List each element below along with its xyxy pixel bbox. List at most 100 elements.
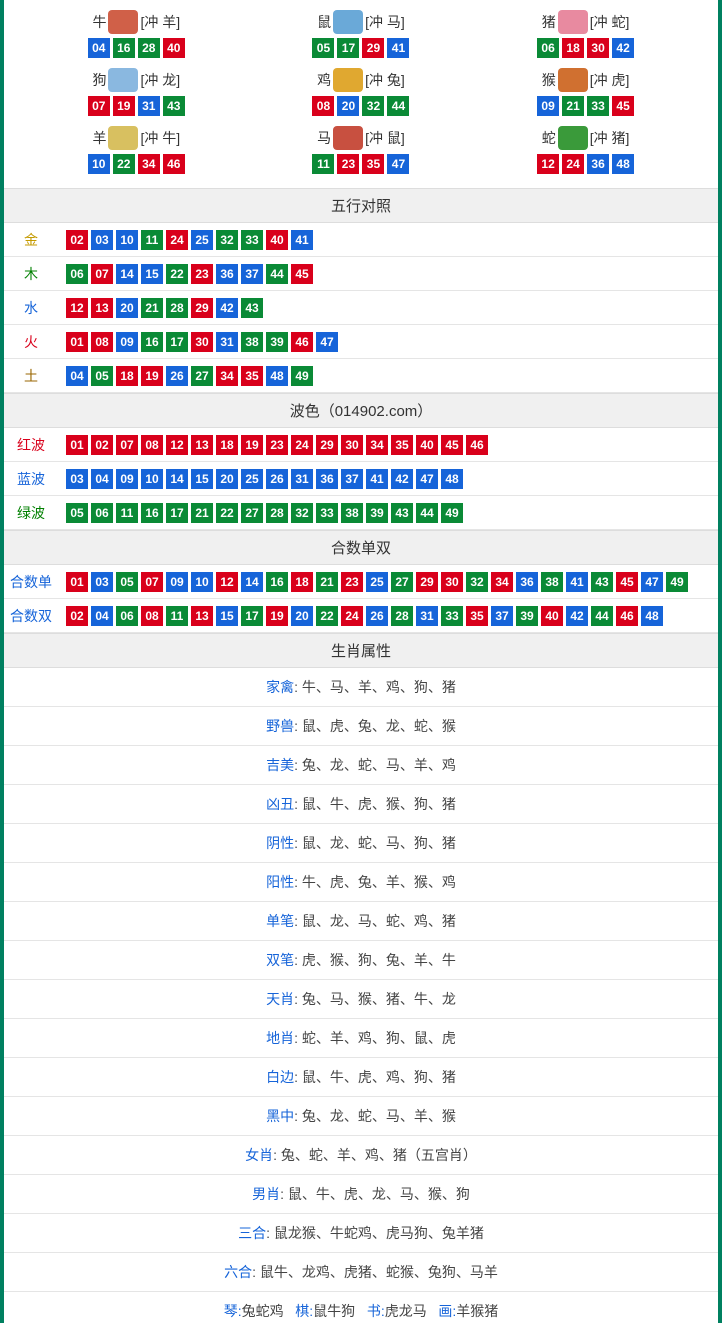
number-badge: 34 — [491, 572, 513, 592]
row-numbers: 0204060811131517192022242628313335373940… — [58, 604, 718, 628]
row-label: 合数单 — [4, 572, 58, 592]
row-label: 木 — [4, 264, 58, 284]
number-badge: 26 — [166, 366, 188, 386]
zodiac-cell: 猪[冲 蛇]06183042 — [473, 4, 698, 62]
attr-value: 鼠、牛、虎、龙、马、猴、狗 — [288, 1186, 470, 1202]
attribute-row: 单笔: 鼠、龙、马、蛇、鸡、猪 — [4, 902, 718, 941]
number-badge: 28 — [166, 298, 188, 318]
attr-label: 双笔 — [266, 952, 294, 968]
zodiac-cell: 蛇[冲 猪]12243648 — [473, 120, 698, 178]
attr-separator: : — [252, 1264, 260, 1280]
number-badge: 22 — [216, 503, 238, 523]
number-badge: 32 — [291, 503, 313, 523]
zodiac-numbers: 10223446 — [24, 154, 249, 174]
number-badge: 17 — [166, 503, 188, 523]
attr-value: 虎、猴、狗、兔、羊、牛 — [302, 952, 456, 968]
zodiac-chong: [冲 蛇] — [590, 12, 630, 32]
zodiac-numbers: 11233547 — [249, 154, 474, 174]
number-badge: 24 — [166, 230, 188, 250]
attr-value: 鼠、牛、虎、鸡、狗、猪 — [302, 1069, 456, 1085]
number-badge: 37 — [491, 606, 513, 626]
attribute-row: 黑中: 兔、龙、蛇、马、羊、猴 — [4, 1097, 718, 1136]
number-badge: 41 — [566, 572, 588, 592]
number-badge: 35 — [362, 154, 384, 174]
row-numbers: 05061116172122272832333839434449 — [58, 501, 718, 525]
number-badge: 29 — [191, 298, 213, 318]
number-badge: 32 — [216, 230, 238, 250]
attr-separator: : — [294, 991, 302, 1007]
row-label: 红波 — [4, 435, 58, 455]
data-row: 合数双0204060811131517192022242628313335373… — [4, 599, 718, 633]
zodiac-chong: [冲 牛] — [140, 128, 180, 148]
zodiac-icon — [333, 126, 363, 150]
attr-separator: : — [294, 718, 302, 734]
number-badge: 17 — [166, 332, 188, 352]
number-badge: 35 — [466, 606, 488, 626]
zodiac-name: 马 — [317, 128, 331, 148]
attr-label: 阴性 — [266, 835, 294, 851]
attribute-row: 男肖: 鼠、牛、虎、龙、马、猴、狗 — [4, 1175, 718, 1214]
data-row: 合数单0103050709101214161821232527293032343… — [4, 565, 718, 599]
zodiac-icon — [333, 68, 363, 92]
number-badge: 22 — [113, 154, 135, 174]
attr-label: 女肖 — [245, 1147, 273, 1163]
number-badge: 05 — [91, 366, 113, 386]
number-badge: 09 — [166, 572, 188, 592]
attribute-row: 家禽: 牛、马、羊、鸡、狗、猪 — [4, 668, 718, 707]
number-badge: 28 — [391, 606, 413, 626]
number-badge: 41 — [366, 469, 388, 489]
zodiac-icon — [108, 126, 138, 150]
number-badge: 04 — [88, 38, 110, 58]
number-badge: 05 — [66, 503, 88, 523]
number-badge: 48 — [612, 154, 634, 174]
zodiac-grid: 牛[冲 羊]04162840鼠[冲 马]05172941猪[冲 蛇]061830… — [4, 0, 718, 188]
attribute-row: 阳性: 牛、虎、兔、羊、猴、鸡 — [4, 863, 718, 902]
zodiac-chong: [冲 羊] — [140, 12, 180, 32]
row-numbers: 03040910141520252631363741424748 — [58, 467, 718, 491]
zodiac-cell: 马[冲 鼠]11233547 — [249, 120, 474, 178]
number-badge: 29 — [416, 572, 438, 592]
number-badge: 29 — [362, 38, 384, 58]
number-badge: 14 — [166, 469, 188, 489]
section-header: 生肖属性 — [4, 633, 718, 668]
number-badge: 39 — [266, 332, 288, 352]
attr-value: 鼠、龙、马、蛇、鸡、猪 — [302, 913, 456, 929]
number-badge: 29 — [316, 435, 338, 455]
number-badge: 20 — [337, 96, 359, 116]
number-badge: 10 — [116, 230, 138, 250]
number-badge: 49 — [666, 572, 688, 592]
number-badge: 06 — [116, 606, 138, 626]
zodiac-name: 鼠 — [317, 12, 331, 32]
number-badge: 25 — [366, 572, 388, 592]
row-label: 合数双 — [4, 606, 58, 626]
number-badge: 41 — [387, 38, 409, 58]
number-badge: 14 — [116, 264, 138, 284]
zodiac-numbers: 04162840 — [24, 38, 249, 58]
number-badge: 01 — [66, 332, 88, 352]
number-badge: 10 — [191, 572, 213, 592]
number-badge: 23 — [191, 264, 213, 284]
number-badge: 35 — [391, 435, 413, 455]
sections-container: 五行对照金02031011242532334041木06071415222336… — [4, 188, 718, 1323]
zodiac-chong: [冲 兔] — [365, 70, 405, 90]
attr-label: 地肖 — [266, 1030, 294, 1046]
number-badge: 21 — [562, 96, 584, 116]
number-badge: 16 — [141, 332, 163, 352]
data-row: 蓝波03040910141520252631363741424748 — [4, 462, 718, 496]
number-badge: 28 — [266, 503, 288, 523]
number-badge: 31 — [291, 469, 313, 489]
attr-separator: : — [294, 1030, 302, 1046]
number-badge: 09 — [537, 96, 559, 116]
zodiac-chong: [冲 虎] — [590, 70, 630, 90]
number-badge: 36 — [316, 469, 338, 489]
attr-label: 阳性 — [266, 874, 294, 890]
number-badge: 33 — [241, 230, 263, 250]
attr-separator: : — [266, 1225, 274, 1241]
number-badge: 30 — [341, 435, 363, 455]
number-badge: 47 — [416, 469, 438, 489]
number-badge: 42 — [391, 469, 413, 489]
attr-separator: : — [294, 952, 302, 968]
number-badge: 43 — [163, 96, 185, 116]
attr-separator: : — [294, 1108, 302, 1124]
section-header: 合数单双 — [4, 530, 718, 565]
